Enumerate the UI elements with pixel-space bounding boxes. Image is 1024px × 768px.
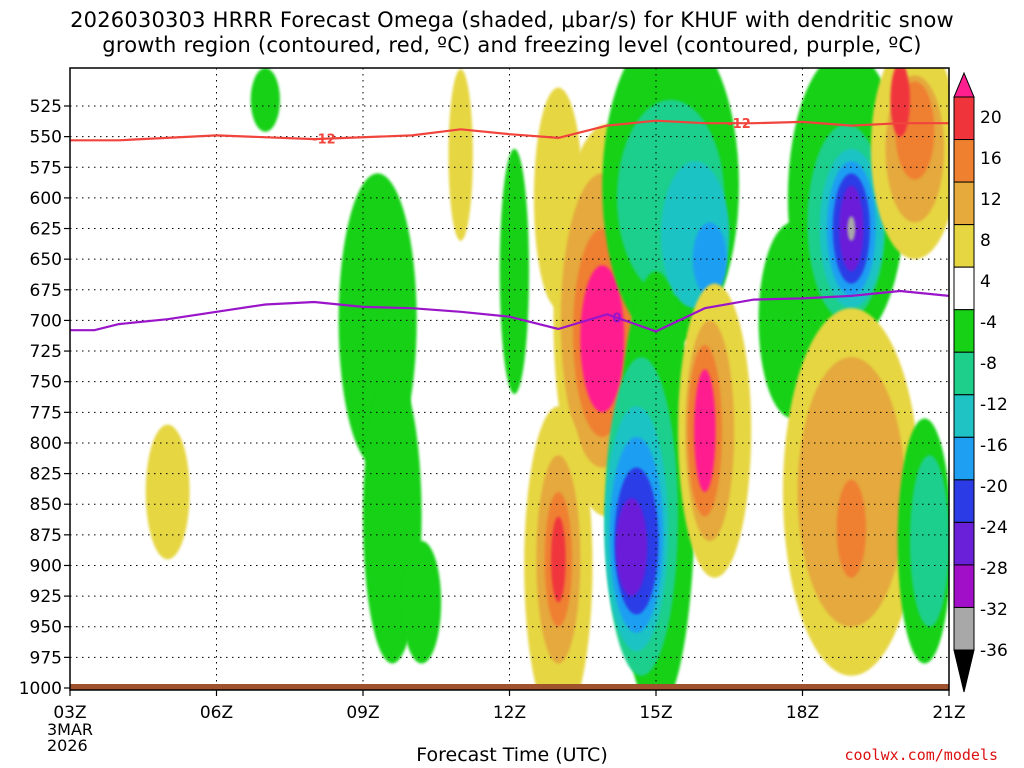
date-day: 3MAR [47,720,94,739]
y-tick-label-600: 600 [30,189,62,209]
omega-cell-5 [145,424,190,560]
y-tick-label-575: 575 [30,158,62,178]
colorbar-label-20: 20 [980,108,1002,128]
omega-cell-19 [692,222,727,296]
y-tick-label-925: 925 [30,587,62,607]
colorbar-label--36: -36 [980,641,1008,661]
y-tick-label-625: 625 [30,220,62,240]
colorbar-label--28: -28 [980,559,1008,579]
y-tick-label-950: 950 [30,618,62,638]
y-tick-label-900: 900 [30,556,62,576]
colorbar-label--8: -8 [980,354,997,374]
y-tick-label-550: 550 [30,128,62,148]
colorbar-bin--36--32 [953,606,975,651]
colorbar-bin--4-4 [953,266,975,311]
colorbar-bin--24--20 [953,479,975,523]
omega-cell-0 [250,68,280,132]
colorbar-label-4: 4 [980,272,991,292]
omega-cell-15 [551,516,566,603]
y-tick-label-725: 725 [30,342,62,362]
colorbar-bin--8--4 [953,309,975,353]
y-tick-label-675: 675 [30,281,62,301]
omega-cell-25 [615,498,648,597]
y-axis: 525 550 575 600 625 650 675 700 725 750 775 800 825 8… [19,97,70,699]
colorbar-bin--28--24 [953,521,975,566]
y-tick-label-1000: 1000 [19,679,62,699]
colorbar-label--16: -16 [980,436,1008,456]
chart-title-line1: 2026030303 HRRR Forecast Omega (shaded, … [70,8,954,32]
x-tick-label-18Z: 18Z [786,703,819,723]
colorbar-bin--32--28 [953,564,975,608]
y-tick-label-775: 775 [30,403,62,423]
dgz-contour-line [70,119,949,142]
credit-link[interactable]: coolwx.com/models [844,746,998,764]
colorbar-bottom-arrow [953,649,975,693]
omega-cell-41 [890,68,910,137]
x-tick-label-12Z: 12Z [493,703,526,723]
x-tick-label-21Z: 21Z [932,703,965,723]
y-tick-label-750: 750 [30,373,62,393]
colorbar-bin-8-12 [953,181,975,226]
grid-lines [70,68,949,690]
date-year: 2026 [47,736,88,755]
x-axis: 03Z 06Z 09Z 12Z 15Z 18Z 21Z [53,690,966,723]
colorbar-label-8: 8 [980,231,991,251]
omega-cell-44 [836,479,866,578]
y-tick-label-800: 800 [30,434,62,454]
y-tick-label-875: 875 [30,526,62,546]
colorbar-bin--12--8 [953,351,975,396]
x-axis-title: Forecast Time (UTC) [416,744,608,766]
x-tick-label-03Z: 03Z [53,703,86,723]
dgz-contour-label-0: -12 [312,133,336,148]
x-tick-label-09Z: 09Z [346,703,379,723]
y-tick-label-525: 525 [30,97,62,117]
colorbar-top-arrow [953,71,975,98]
colorbar-label--4: -4 [980,313,997,333]
y-tick-label-700: 700 [30,311,62,331]
date-label: 3MAR 2026 [47,722,93,754]
colorbar-label-12: 12 [980,190,1002,210]
omega-cell-11 [580,265,625,413]
colorbar-bin-4-8 [953,224,975,268]
colorbar-label--12: -12 [980,395,1008,415]
omega-cell-46 [909,455,949,627]
omega-cell-4 [448,69,473,241]
dgz-contour-label-1: -12 [727,117,751,132]
freezing-contour-line [70,289,949,333]
colorbar-bin--20--16 [953,436,975,481]
colorbar-label--24: -24 [980,518,1008,538]
colorbar: 20 16 12 8 4 -4 -8 -12 -16 -20 -24 -28 -32 -36 [953,71,1008,693]
colorbar-bin--16--12 [953,394,975,438]
y-tick-label-975: 975 [30,648,62,668]
colorbar-bin-12-16 [953,139,975,183]
colorbar-label-16: 16 [980,149,1002,169]
y-tick-label-850: 850 [30,495,62,515]
y-tick-label-825: 825 [30,465,62,485]
omega-cell-3 [402,540,442,664]
omega-cell-29 [694,369,716,492]
colorbar-label--32: -32 [980,600,1008,620]
x-tick-label-15Z: 15Z [639,703,672,723]
y-tick-label-650: 650 [30,250,62,270]
contour-lines: -12 -12 0 [70,117,949,333]
x-tick-label-06Z: 06Z [200,703,233,723]
shaded-omega-field [145,68,949,690]
freezing-contour-label-0: 0 [612,312,621,327]
ground-surface [70,684,949,690]
chart-title-line2: growth region (contoured, red, ºC) and f… [102,33,922,57]
colorbar-label--20: -20 [980,477,1008,497]
colorbar-bin-16-20 [953,96,975,141]
omega-cell-6 [499,148,530,394]
